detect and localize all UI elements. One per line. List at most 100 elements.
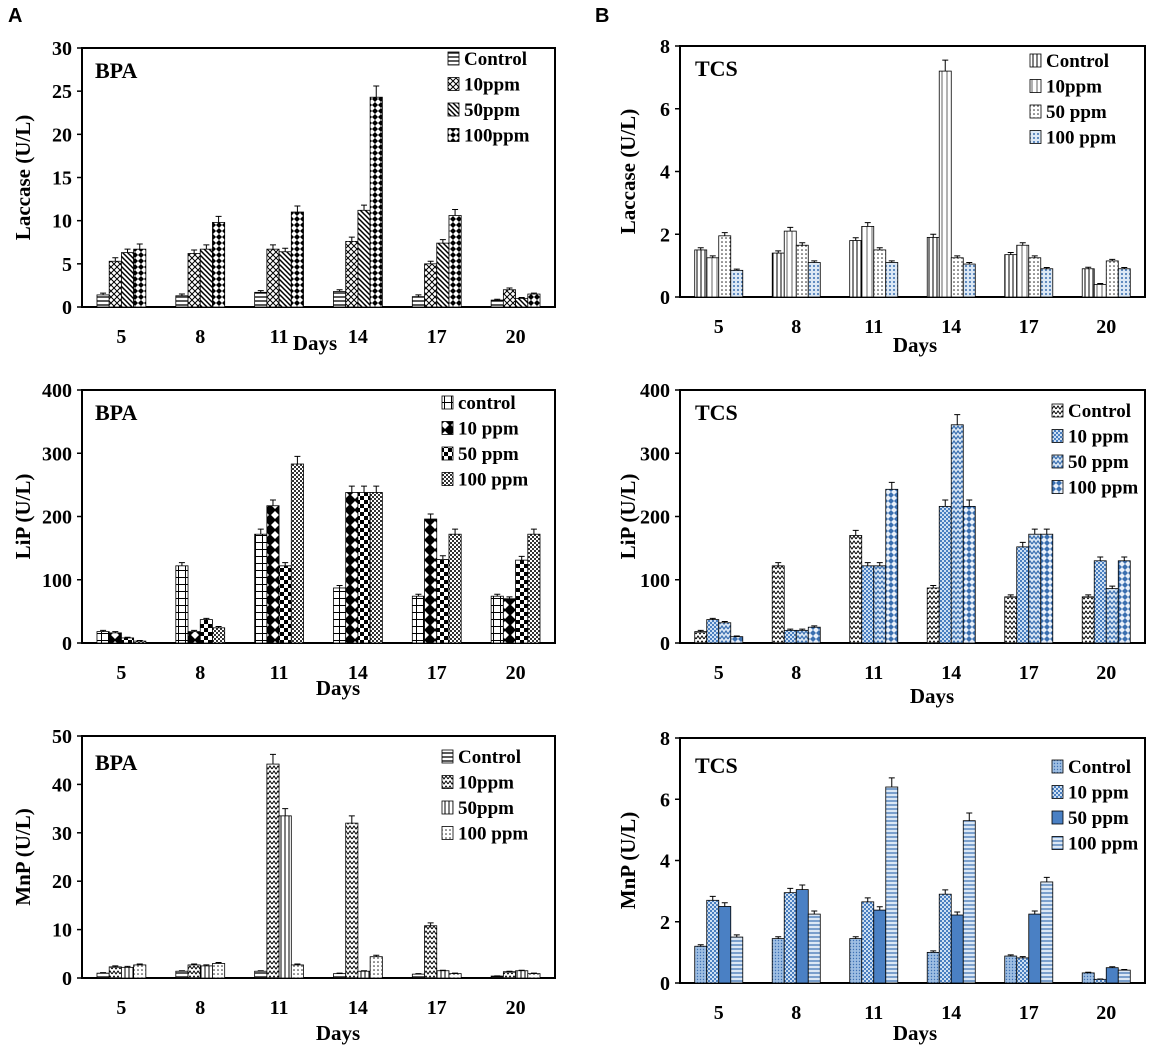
y-tick-label: 200 [42,507,72,529]
bar [333,587,347,644]
bar [694,945,708,984]
error-bar [1109,258,1116,261]
bar [1004,596,1018,644]
y-tick-label: 20 [52,124,72,146]
legend-label: 50ppm [458,798,514,819]
chart-bpa-laccase: 0 5 10 15 20 25 30 5 8 11 14 17 20 Days Laccase (U/L) B… [11,38,556,355]
x-axis-label: Days [316,1021,360,1045]
bar [1117,268,1131,298]
x-tick-label: 17 [427,997,447,1019]
error-bar [336,289,343,292]
bar [861,226,875,298]
bar [490,975,504,979]
legend-label: 50 ppm [1046,102,1107,123]
bar [861,565,875,644]
legend-swatch [441,749,454,764]
bar [1105,967,1119,984]
bar [1040,533,1054,644]
bar [212,963,226,979]
error-bar [811,910,818,915]
bar [121,966,135,979]
error-bar [427,513,434,520]
bar [1081,972,1095,984]
error-bar [799,884,806,890]
error-bar [203,244,210,250]
legend-label: Control [458,747,521,768]
bar [771,252,785,298]
error-bar [1019,541,1026,547]
bar [1117,969,1131,984]
bar [254,533,268,644]
bar [290,211,304,308]
legend-label: 100ppm [464,126,530,147]
legend-swatch [447,128,460,142]
x-tick-label: 17 [427,326,447,348]
error-bar [257,290,264,293]
bar [962,820,976,984]
bar [436,559,450,644]
legend-swatch [441,472,454,486]
error-bar [439,555,446,560]
y-tick-label: 100 [42,570,72,592]
error-bar [269,244,276,250]
error-bar [518,555,525,561]
error-bar [506,287,513,290]
error-bar [1121,556,1128,561]
y-axis-label: Laccase (U/L) [616,109,640,234]
bar [411,595,425,644]
x-axis-label: Days [893,1021,937,1045]
bar [694,631,708,644]
plot-frame [81,735,556,979]
error-bar [954,255,961,258]
x-tick-label: 20 [1096,662,1116,684]
error-bar [1019,242,1026,246]
y-tick-label: 4 [660,851,670,873]
x-tick-label: 14 [348,662,368,684]
bar [718,235,732,298]
bar [1016,546,1030,644]
bar [706,899,720,984]
error-bar [452,528,459,535]
bar [730,636,744,644]
error-bar [876,562,883,566]
error-bar [942,889,949,895]
error-bar [1031,528,1038,535]
x-tick-label: 20 [1096,316,1116,338]
error-bar [697,247,704,250]
bar [266,248,280,308]
bar [502,598,516,644]
error-bar [733,635,740,637]
bar [807,913,821,984]
bar [96,972,110,979]
bar [885,262,899,298]
bar [885,786,899,984]
chart-title: TCS [695,400,738,425]
error-bar [494,298,501,301]
bar [783,892,797,984]
legend-swatch [1029,79,1042,93]
x-tick-label: 14 [941,316,961,338]
x-tick-label: 17 [1019,316,1039,338]
error-bar [124,965,131,968]
bar [1028,257,1042,298]
error-bar [427,260,434,264]
bar [108,260,122,308]
y-tick-label: 2 [660,224,670,246]
error-bar [530,292,537,295]
error-bar [966,812,973,821]
error-bar [954,911,961,916]
chart-title: TCS [695,753,738,778]
bar [1117,560,1131,644]
chart-bpa-lip: 0 100 200 300 400 5 8 11 14 17 20 Days LiP (U/L) BPA c… [11,380,556,700]
bar [411,296,425,308]
bar [1081,596,1095,644]
error-bar [191,629,198,632]
legend-label: 10 ppm [1068,783,1129,804]
error-bar [942,499,949,507]
bar [199,248,213,308]
error-bar [709,255,716,258]
error-bar [506,596,513,599]
y-tick-label: 30 [52,38,72,60]
error-bar [361,204,368,211]
error-bar [811,260,818,263]
